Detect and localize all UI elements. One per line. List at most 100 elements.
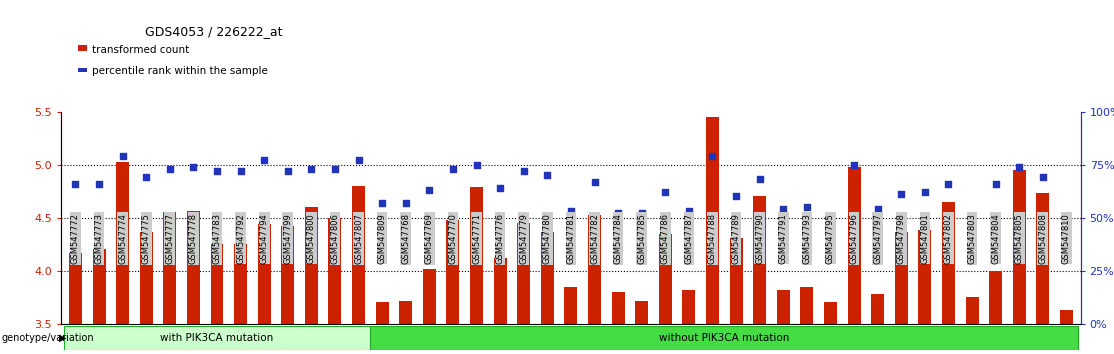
Point (633, 211, 651, 216)
Bar (447, 220, 459, 324)
Point (420, 187, 438, 193)
Text: GSM547778: GSM547778 (189, 213, 198, 264)
Bar (329, 218, 342, 324)
Text: GSM547773: GSM547773 (95, 213, 104, 264)
Point (821, 213, 839, 218)
Text: GSM547791: GSM547791 (779, 213, 788, 264)
Text: GSM547788: GSM547788 (709, 213, 717, 264)
Text: GSM547782: GSM547782 (590, 213, 599, 264)
Text: GSM547805: GSM547805 (1015, 213, 1024, 264)
Text: GSM547807: GSM547807 (354, 213, 363, 264)
Point (1034, 175, 1052, 180)
Point (892, 192, 910, 197)
Bar (370, 326, 1078, 350)
Point (350, 158, 368, 163)
Text: GSM547795: GSM547795 (825, 213, 836, 264)
Point (1010, 164, 1028, 170)
Text: GSM547769: GSM547769 (424, 213, 433, 264)
Point (278, 168, 296, 174)
Text: GSM547798: GSM547798 (897, 213, 906, 264)
Bar (517, 223, 530, 324)
Text: GSM547774: GSM547774 (118, 213, 127, 264)
Point (916, 189, 934, 195)
Text: GSM547772: GSM547772 (71, 213, 80, 264)
Bar (989, 271, 1003, 324)
Bar (918, 230, 931, 324)
Text: percentile rank within the sample: percentile rank within the sample (92, 66, 268, 76)
Bar (824, 302, 837, 324)
Point (515, 168, 532, 174)
Text: GSM547771: GSM547771 (472, 213, 481, 264)
Bar (565, 287, 577, 324)
Text: GSM547790: GSM547790 (755, 213, 764, 264)
Text: GSM547796: GSM547796 (850, 213, 859, 264)
Bar (706, 117, 719, 324)
Text: transformed count: transformed count (92, 45, 189, 55)
Bar (92, 249, 106, 324)
Text: GSM547779: GSM547779 (519, 213, 528, 264)
Text: GSM547810: GSM547810 (1062, 213, 1071, 264)
Point (939, 181, 957, 187)
Text: GSM547775: GSM547775 (141, 213, 150, 264)
Bar (211, 244, 224, 324)
Text: GSM547789: GSM547789 (732, 213, 741, 264)
Text: GSM547770: GSM547770 (449, 213, 458, 264)
Point (444, 166, 462, 172)
Point (468, 162, 486, 167)
Bar (966, 297, 978, 324)
Bar (399, 301, 412, 324)
Text: GSM547800: GSM547800 (306, 213, 316, 264)
Point (208, 168, 226, 174)
Text: GSM547783: GSM547783 (213, 213, 222, 264)
Bar (800, 287, 813, 324)
Bar (753, 196, 766, 324)
Bar (375, 302, 389, 324)
Point (987, 181, 1005, 187)
Text: GSM547776: GSM547776 (496, 213, 505, 264)
Bar (871, 294, 885, 324)
Point (114, 153, 131, 159)
Bar (234, 244, 247, 324)
Point (232, 168, 250, 174)
Text: GSM547803: GSM547803 (968, 213, 977, 264)
Bar (540, 232, 554, 324)
Text: GSM547785: GSM547785 (637, 213, 646, 264)
Point (869, 206, 887, 212)
Bar (1036, 193, 1049, 324)
Text: GSM547797: GSM547797 (873, 213, 882, 264)
Text: ▶: ▶ (59, 333, 67, 343)
Text: GSM547806: GSM547806 (331, 213, 340, 264)
Point (774, 206, 792, 212)
Bar (730, 238, 743, 324)
Text: genotype/variation: genotype/variation (1, 333, 94, 343)
Text: GSM547781: GSM547781 (566, 213, 576, 264)
Text: GSM547801: GSM547801 (920, 213, 929, 264)
Text: GSM547799: GSM547799 (283, 213, 292, 264)
Text: GSM547786: GSM547786 (661, 213, 670, 264)
Text: GSM547787: GSM547787 (684, 213, 693, 264)
Bar (164, 212, 176, 324)
Text: GSM547768: GSM547768 (401, 213, 410, 264)
Bar (139, 232, 153, 324)
Text: without PIK3CA mutation: without PIK3CA mutation (659, 333, 790, 343)
Bar (257, 224, 271, 324)
Bar (588, 215, 602, 324)
Bar (612, 292, 625, 324)
Bar (658, 234, 672, 324)
Bar (116, 162, 129, 324)
Bar (282, 226, 294, 324)
Text: GDS4053 / 226222_at: GDS4053 / 226222_at (145, 25, 282, 38)
Text: GSM547804: GSM547804 (991, 213, 1000, 264)
Text: GSM547809: GSM547809 (378, 213, 387, 264)
Point (751, 177, 769, 182)
Text: GSM547784: GSM547784 (614, 213, 623, 264)
Point (397, 200, 414, 206)
Point (609, 211, 627, 216)
Bar (470, 187, 483, 324)
Point (160, 166, 178, 172)
Point (586, 179, 604, 184)
Bar (352, 186, 365, 324)
Text: GSM547808: GSM547808 (1038, 213, 1047, 264)
Bar (63, 326, 370, 350)
Point (656, 189, 674, 195)
